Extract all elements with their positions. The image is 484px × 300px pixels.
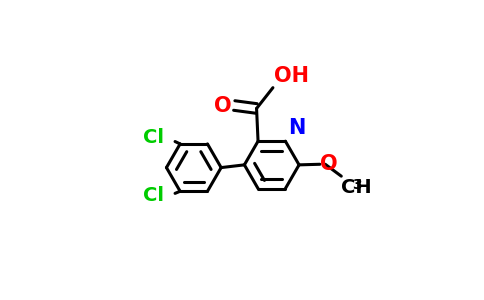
Text: OH: OH: [274, 66, 309, 86]
Text: CH: CH: [341, 178, 372, 196]
Text: O: O: [213, 95, 231, 116]
Text: Cl: Cl: [143, 186, 164, 205]
Text: 3: 3: [352, 178, 362, 192]
Text: Cl: Cl: [143, 128, 164, 148]
Text: N: N: [288, 118, 305, 138]
Text: O: O: [320, 154, 338, 174]
